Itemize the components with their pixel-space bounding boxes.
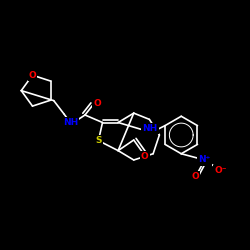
Text: S: S (95, 136, 102, 145)
Text: O: O (192, 172, 199, 182)
Text: O⁻: O⁻ (214, 166, 227, 175)
Text: NH: NH (142, 124, 158, 133)
Text: N⁺: N⁺ (198, 156, 211, 164)
Text: O: O (28, 71, 36, 80)
Text: NH: NH (63, 118, 78, 127)
Text: O: O (141, 152, 148, 162)
Text: O: O (93, 98, 101, 108)
